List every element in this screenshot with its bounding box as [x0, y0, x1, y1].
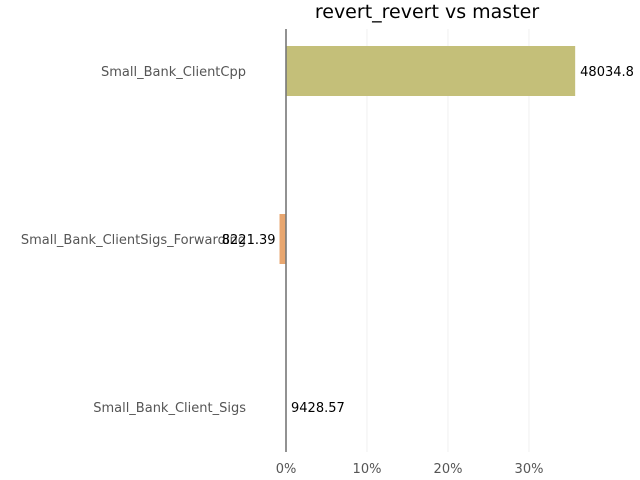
x-tick-label: 20%: [434, 462, 463, 477]
data-label: 48034.8: [580, 65, 634, 80]
category-label: Small_Bank_ClientCpp: [101, 65, 246, 80]
x-tick-label: 0%: [276, 462, 297, 477]
chart-title: revert_revert vs master: [315, 1, 539, 23]
bars: [279, 46, 576, 264]
bar-1: [279, 214, 286, 264]
grid-lines: [366, 29, 530, 452]
data-label: 9428.57: [291, 401, 345, 416]
data-labels: 48034.8 8221.39 9428.57: [222, 65, 634, 416]
x-tick-label: 10%: [353, 462, 382, 477]
category-label: Small_Bank_ClientSigs_Forwarding: [21, 233, 246, 248]
data-label: 8221.39: [222, 233, 276, 248]
x-tick-label: 30%: [515, 462, 544, 477]
category-label: Small_Bank_Client_Sigs: [93, 401, 246, 416]
x-axis-ticks: 0% 10% 20% 30%: [276, 462, 544, 477]
category-labels: Small_Bank_ClientCpp Small_Bank_ClientSig…: [21, 65, 246, 416]
bar-0: [286, 46, 576, 96]
